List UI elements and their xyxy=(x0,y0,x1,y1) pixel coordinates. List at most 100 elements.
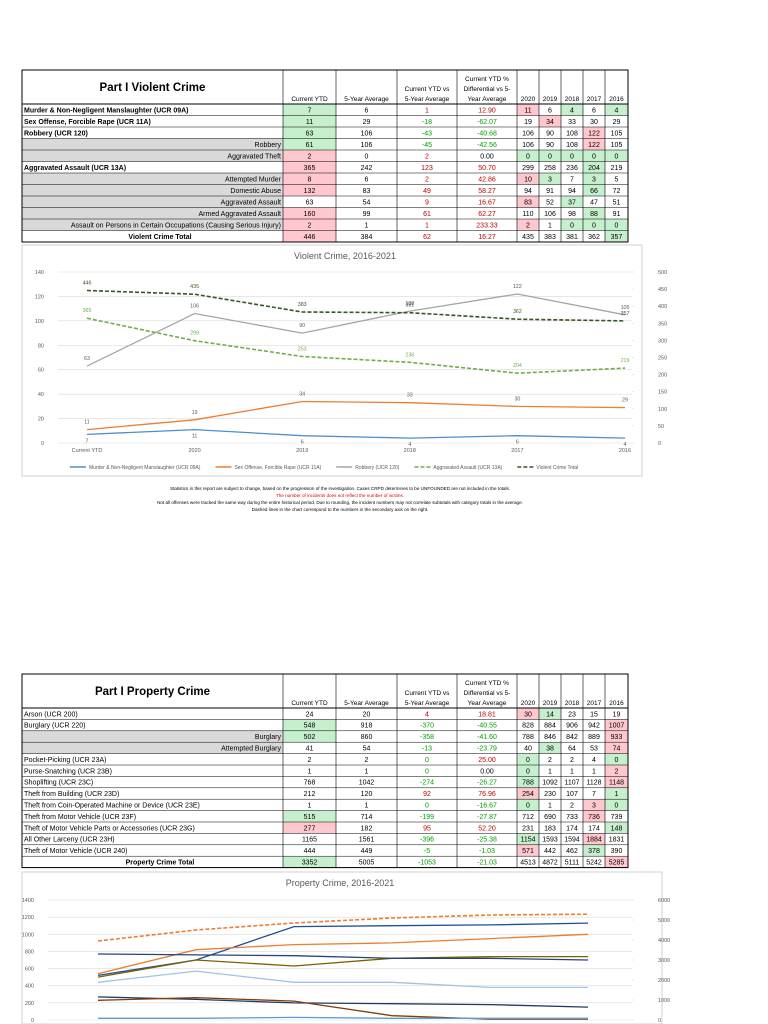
cell: 2 xyxy=(308,222,312,229)
cell: 906 xyxy=(566,723,578,730)
y-tick-label: 0 xyxy=(31,1018,34,1024)
cell: 183 xyxy=(544,825,556,832)
cell: 0 xyxy=(592,222,596,229)
cell-fill xyxy=(283,856,336,868)
cell: 2 xyxy=(308,153,312,160)
row-label: Shoplifting (UCR 23C) xyxy=(24,780,93,787)
cell: 54 xyxy=(363,746,371,753)
cell: 0 xyxy=(425,768,429,775)
data-label: 6 xyxy=(301,440,304,446)
cell: 41 xyxy=(306,746,314,753)
cell: 384 xyxy=(361,234,373,241)
data-label: 446 xyxy=(83,280,92,286)
data-label: 236 xyxy=(405,352,414,358)
cell: 42.86 xyxy=(478,176,496,183)
row-shade xyxy=(22,173,283,185)
cell: 132 xyxy=(304,188,316,195)
cell: 25.00 xyxy=(478,757,496,764)
cell: 9 xyxy=(425,199,429,206)
cell-fill xyxy=(583,127,605,139)
y2-tick-label: 400 xyxy=(658,304,667,310)
cell: -1.03 xyxy=(479,848,495,855)
cell: 768 xyxy=(304,780,316,787)
cell: 7 xyxy=(592,791,596,798)
cell: 1092 xyxy=(542,780,558,787)
cell-fill xyxy=(605,219,628,231)
cell: 1165 xyxy=(302,837,317,844)
cell: 357 xyxy=(611,234,623,241)
data-label: 108 xyxy=(405,301,414,307)
cell: 2 xyxy=(425,176,429,183)
cell: 4 xyxy=(425,711,429,718)
cell-fill xyxy=(283,173,336,185)
cell-fill xyxy=(583,173,605,185)
row-label: Robbery (UCR 120) xyxy=(24,130,88,137)
cell: 107 xyxy=(566,791,578,798)
cell-fill xyxy=(605,776,628,788)
series-line xyxy=(86,400,626,431)
cell: 2 xyxy=(570,757,574,764)
cell: 95 xyxy=(423,825,431,832)
y2-tick-label: 100 xyxy=(658,407,667,413)
row-label: Assault on Persons in Certain Occupation… xyxy=(71,222,281,229)
cell: 83 xyxy=(363,188,371,195)
data-label: 106 xyxy=(190,304,199,310)
column-header: 2017 xyxy=(587,96,602,103)
cell-fill xyxy=(605,753,628,765)
cell-fill xyxy=(605,742,628,754)
cell: 148 xyxy=(611,825,623,832)
cell: 0 xyxy=(425,803,429,810)
cell-fill xyxy=(605,822,628,834)
cell: 122 xyxy=(588,130,600,137)
column-header: Differential vs 5- xyxy=(464,690,511,697)
cell-fill xyxy=(539,742,561,754)
cell: 38 xyxy=(546,746,554,753)
cell: 62.27 xyxy=(478,211,496,218)
column-header: Current YTD vs xyxy=(405,86,450,93)
cell: 5285 xyxy=(609,860,625,867)
data-label: 435 xyxy=(190,284,199,290)
cell-fill xyxy=(517,776,539,788)
cell-fill xyxy=(583,150,605,162)
cell: 160 xyxy=(304,211,316,218)
cell: 98 xyxy=(568,211,576,218)
y2-tick-label: 50 xyxy=(658,424,664,430)
cell: -62.07 xyxy=(477,119,497,126)
cell: 5005 xyxy=(359,860,375,867)
data-label: 30 xyxy=(514,396,520,402)
cell: 52.20 xyxy=(478,825,496,832)
cell: 3 xyxy=(548,176,552,183)
cell: 83 xyxy=(524,199,532,206)
cell: 51 xyxy=(613,199,621,206)
row-label: Burglary (UCR 220) xyxy=(24,723,85,730)
y-tick-label: 1200 xyxy=(22,915,34,921)
y-tick-label: 80 xyxy=(38,343,44,349)
y-tick-label: 0 xyxy=(41,441,44,447)
cell: 828 xyxy=(522,723,534,730)
cell: 1 xyxy=(365,803,369,810)
y-tick-label: 800 xyxy=(25,949,34,955)
cell: 0 xyxy=(526,153,530,160)
cell: 30 xyxy=(524,711,532,718)
cell: 106 xyxy=(522,142,534,149)
note: Dashed lines in the chart correspond to … xyxy=(252,507,429,512)
y2-tick-label: 450 xyxy=(658,287,667,293)
cell: 1148 xyxy=(609,780,624,787)
cell-fill xyxy=(583,810,605,822)
cell: 788 xyxy=(522,780,534,787)
y-tick-label: 120 xyxy=(35,294,44,300)
cell: 120 xyxy=(361,791,373,798)
cell: 105 xyxy=(611,142,623,149)
cell: 23 xyxy=(568,711,576,718)
data-label: 4 xyxy=(408,442,411,448)
column-header: Year Average xyxy=(468,700,507,707)
cell: 61 xyxy=(306,142,314,149)
cell: 0 xyxy=(425,757,429,764)
cell: 5242 xyxy=(586,860,602,867)
cell: 1107 xyxy=(564,780,579,787)
x-tick-label: 2020 xyxy=(188,448,200,454)
cell: -23.79 xyxy=(477,746,497,753)
data-label: 204 xyxy=(513,363,522,369)
note: Not all offenses were tracked the same w… xyxy=(157,500,523,505)
